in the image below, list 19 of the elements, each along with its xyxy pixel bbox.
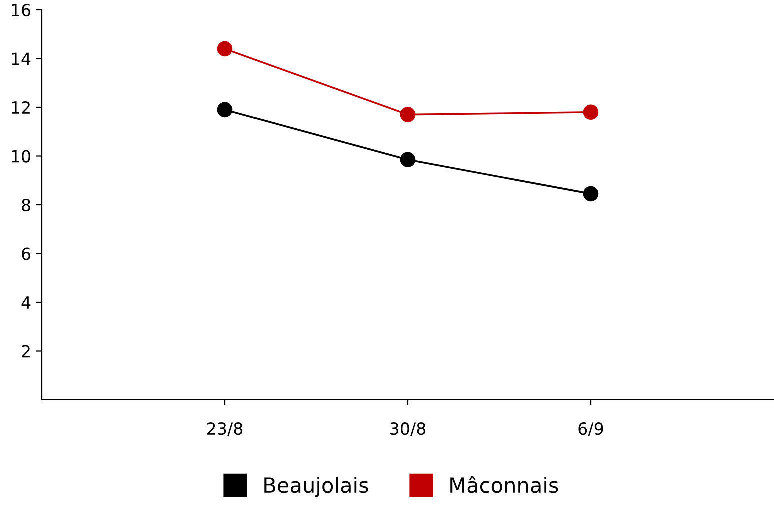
point [217,102,233,118]
legend-label: Beaujolais [264,477,368,498]
y-tick-label: 12 [12,101,30,114]
x-tick-label: 6/9 [578,422,604,436]
x-tick-label: 23/8 [208,422,243,436]
legend-label: Mâconnais [450,476,558,494]
point [583,186,599,202]
y-tick-label: 10 [12,150,30,163]
y-tick-label: 6 [22,248,31,260]
y-tick-label: 4 [22,296,31,309]
y-tick-label: 8 [22,198,30,212]
x-tick-label: 30/8 [390,422,426,436]
y-tick-label: 2 [22,345,30,358]
y-tick-label: 16 [12,4,31,17]
point [400,152,416,168]
point [400,107,416,122]
point [583,104,599,120]
y-tick-label: 14 [12,52,31,66]
point [217,41,233,57]
